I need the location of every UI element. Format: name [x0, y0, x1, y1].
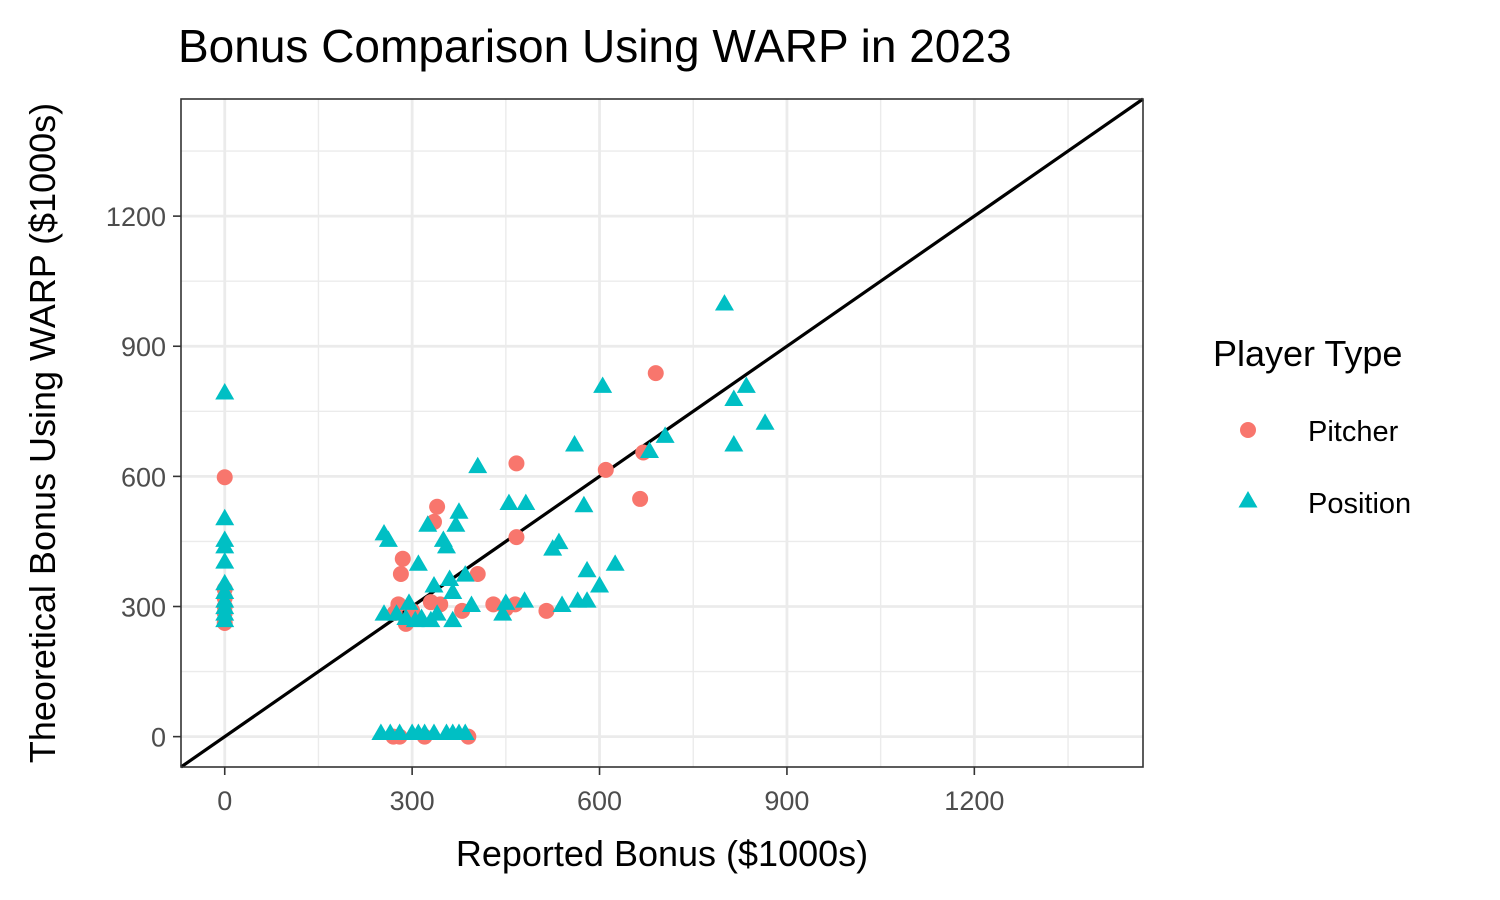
pitcher-point [538, 602, 555, 619]
legend-label: Pitcher [1308, 416, 1399, 448]
position-point [378, 530, 398, 547]
position-point [552, 595, 572, 612]
position-point [215, 382, 235, 400]
position-point [590, 576, 610, 593]
legend-label: Position [1308, 488, 1411, 520]
grid-minor [181, 99, 1143, 767]
position-point [443, 582, 463, 599]
position-point [577, 560, 597, 578]
pitcher-point [429, 498, 446, 515]
y-tick-label: 300 [121, 593, 166, 623]
position-point [755, 413, 775, 430]
position-point [390, 723, 410, 740]
position-point [408, 554, 428, 571]
x-tick-label: 300 [390, 786, 435, 816]
position-point [424, 723, 444, 740]
position-point [516, 493, 536, 511]
position-point [446, 515, 466, 532]
legend-key-pitcher [1240, 422, 1256, 438]
position-point [215, 573, 235, 591]
pitcher-point [647, 365, 664, 382]
position-point [714, 294, 734, 311]
position-point [399, 593, 419, 610]
position-point [215, 508, 235, 526]
legend-entries: Pitcher Position [1238, 416, 1411, 520]
pitcher-point [508, 455, 525, 472]
y-tick-label: 900 [121, 332, 166, 362]
position-point [496, 593, 516, 610]
y-tick-label: 0 [151, 723, 166, 753]
legend-title: Player Type [1213, 333, 1402, 374]
position-point [424, 576, 444, 593]
pitcher-point [508, 529, 525, 546]
legend-key-position [1238, 491, 1258, 508]
position-point [724, 389, 744, 406]
plot-border [180, 98, 1144, 768]
pitcher-point [632, 490, 649, 507]
x-tick-label: 600 [577, 786, 622, 816]
position-point [418, 515, 438, 532]
y-axis: 0 300 600 900 1200 [106, 202, 181, 753]
y-axis-label: Theoretical Bonus Using WARP ($1000s) [22, 103, 63, 763]
pitcher-point [597, 461, 614, 478]
pitcher-point [394, 550, 411, 567]
position-point [605, 554, 625, 571]
pitcher-point [469, 565, 486, 582]
position-point [736, 376, 756, 393]
position-point [449, 502, 469, 519]
position-point [461, 595, 481, 612]
position-point [427, 604, 447, 621]
position-point [215, 536, 235, 554]
pitcher-point [392, 565, 409, 582]
position-point [215, 582, 235, 599]
grid-major [181, 99, 1143, 767]
position-point [640, 441, 660, 458]
chart-title: Bonus Comparison Using WARP in 2023 [178, 20, 1012, 72]
position-point [499, 493, 519, 511]
position-point [565, 435, 585, 452]
y-tick-label: 1200 [106, 202, 166, 232]
y-tick-label: 600 [121, 462, 166, 492]
position-point [574, 495, 594, 513]
position-point [593, 376, 613, 393]
position-point [468, 456, 488, 474]
position-point [493, 604, 513, 621]
pitcher-point [216, 469, 233, 486]
data-points [215, 294, 775, 745]
position-point [455, 723, 475, 740]
position-point [215, 610, 235, 628]
position-point [724, 435, 744, 452]
x-tick-label: 900 [764, 786, 809, 816]
position-point [455, 565, 475, 582]
x-tick-label: 0 [217, 786, 232, 816]
x-tick-label: 1200 [944, 786, 1004, 816]
position-point [655, 426, 675, 443]
position-point [436, 536, 456, 554]
position-point [440, 569, 460, 586]
x-axis: 0 300 600 900 1200 [217, 767, 1004, 816]
position-point [549, 532, 569, 550]
position-point [374, 604, 394, 621]
position-point [215, 552, 235, 569]
position-point [515, 591, 535, 608]
position-point [577, 591, 597, 608]
legend: Player Type Pitcher Position [1213, 333, 1411, 520]
position-point [443, 610, 463, 628]
x-axis-label: Reported Bonus ($1000s) [456, 833, 868, 874]
